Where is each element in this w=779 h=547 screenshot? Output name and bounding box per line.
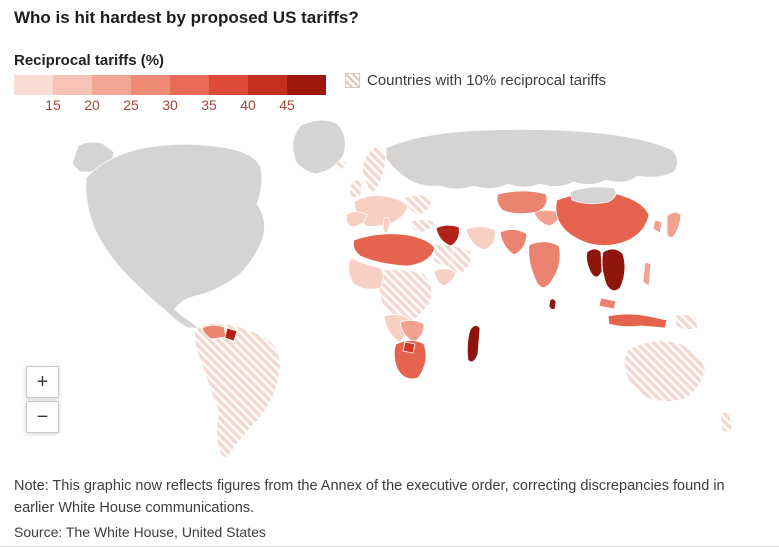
hatch-legend-label: Countries with 10% reciprocal tariffs (367, 72, 606, 89)
region-myanmar[interactable] (586, 248, 603, 278)
scale-swatch (53, 75, 92, 95)
color-ramp (14, 75, 326, 95)
region-india[interactable] (528, 241, 561, 288)
world-map[interactable] (68, 116, 768, 466)
legend: Reciprocal tariffs (%) 15 20 25 30 35 40… (14, 52, 326, 115)
region-china[interactable] (555, 192, 650, 246)
region-malaysia[interactable] (598, 297, 617, 310)
region-new-zealand[interactable] (719, 411, 733, 433)
region-pakistan-afghanistan[interactable] (499, 229, 528, 256)
region-guyana[interactable] (224, 327, 238, 342)
region-west-africa[interactable] (348, 257, 384, 290)
region-korea[interactable] (652, 219, 663, 234)
region-italy[interactable] (382, 217, 391, 233)
region-iran[interactable] (465, 226, 496, 251)
region-indonesia[interactable] (607, 313, 668, 329)
region-kazakhstan[interactable] (496, 190, 548, 214)
region-greenland[interactable] (292, 119, 346, 175)
zoom-in-button[interactable]: + (26, 366, 59, 398)
scale-tick: 30 (162, 97, 178, 113)
scale-tick: 20 (84, 97, 100, 113)
scale-tick: 45 (279, 97, 295, 113)
source-text: Source: The White House, United States (14, 524, 266, 540)
region-horn-of-africa[interactable] (433, 268, 457, 287)
scale-tick: 25 (123, 97, 139, 113)
scale-ticks: 15 20 25 30 35 40 45 (14, 97, 326, 115)
region-zambia-zimbabwe[interactable] (399, 320, 425, 343)
region-central-africa[interactable] (378, 269, 433, 325)
region-japan[interactable] (666, 211, 682, 238)
scale-tick: 40 (240, 97, 256, 113)
hatch-swatch-icon (345, 73, 360, 88)
region-iceland[interactable] (335, 160, 347, 171)
region-north-africa[interactable] (352, 233, 436, 267)
scale-swatch (14, 75, 53, 95)
region-new-guinea[interactable] (673, 314, 699, 330)
scale-swatch (248, 75, 287, 95)
region-australia[interactable] (623, 340, 706, 402)
region-indochina[interactable] (601, 248, 626, 292)
region-south-america[interactable] (194, 322, 281, 458)
region-botswana[interactable] (402, 341, 416, 354)
region-scandinavia[interactable] (361, 145, 387, 195)
region-ukraine[interactable] (403, 194, 433, 216)
map-area: + − (0, 116, 779, 468)
legend-title: Reciprocal tariffs (%) (14, 52, 165, 69)
region-turkey[interactable] (408, 219, 435, 234)
scale-swatch (92, 75, 131, 95)
region-united-kingdom[interactable] (349, 179, 363, 198)
scale-swatch (287, 75, 326, 95)
region-iberia[interactable] (345, 211, 368, 228)
region-russia[interactable] (385, 129, 678, 190)
region-north-america[interactable] (85, 143, 265, 329)
region-madagascar[interactable] (466, 325, 481, 363)
region-central-asia[interactable] (533, 209, 561, 227)
region-egypt[interactable] (433, 243, 454, 268)
region-europe[interactable] (353, 195, 409, 227)
scale-swatch (170, 75, 209, 95)
scale-swatch (131, 75, 170, 95)
scale-tick: 35 (201, 97, 217, 113)
scale-swatch (209, 75, 248, 95)
region-mongolia[interactable] (569, 186, 617, 204)
hatch-legend: Countries with 10% reciprocal tariffs (345, 72, 606, 89)
zoom-out-button[interactable]: − (26, 401, 59, 433)
region-sri-lanka[interactable] (548, 298, 557, 310)
note-text: Note: This graphic now reflects figures … (14, 478, 725, 516)
region-iraq-syria[interactable] (435, 224, 460, 247)
page-title: Who is hit hardest by proposed US tariff… (14, 8, 359, 27)
color-scale: 15 20 25 30 35 40 45 (14, 75, 326, 115)
zoom-controls: + − (26, 366, 59, 433)
region-philippines[interactable] (642, 261, 652, 287)
region-south-africa[interactable] (393, 340, 427, 380)
scale-tick: 15 (45, 97, 61, 113)
